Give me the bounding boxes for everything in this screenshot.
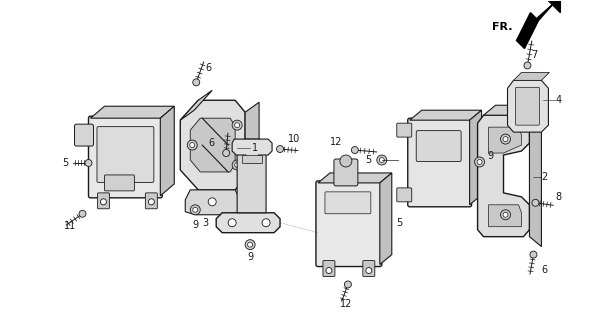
Text: 3: 3 — [202, 218, 208, 228]
Text: 5: 5 — [365, 155, 372, 165]
Text: 6: 6 — [541, 265, 548, 275]
Text: 10: 10 — [288, 134, 300, 144]
Circle shape — [232, 160, 242, 170]
Circle shape — [352, 147, 358, 154]
FancyBboxPatch shape — [74, 124, 94, 146]
Circle shape — [190, 205, 200, 215]
Polygon shape — [180, 100, 245, 190]
Text: 2: 2 — [541, 172, 548, 182]
Circle shape — [477, 159, 482, 164]
Polygon shape — [483, 105, 535, 115]
Circle shape — [532, 199, 539, 206]
Polygon shape — [232, 139, 272, 163]
Polygon shape — [470, 110, 482, 205]
Text: 5: 5 — [396, 218, 402, 228]
Polygon shape — [477, 115, 529, 237]
Circle shape — [85, 159, 92, 166]
FancyBboxPatch shape — [323, 260, 335, 276]
Circle shape — [235, 123, 240, 128]
Circle shape — [501, 210, 511, 220]
Polygon shape — [318, 173, 392, 183]
Polygon shape — [237, 139, 266, 213]
Circle shape — [208, 198, 216, 206]
Text: 11: 11 — [64, 221, 76, 231]
Circle shape — [340, 155, 352, 167]
Circle shape — [245, 240, 255, 250]
Circle shape — [326, 268, 332, 274]
Circle shape — [190, 143, 195, 148]
Circle shape — [377, 155, 387, 165]
Circle shape — [148, 199, 154, 205]
FancyBboxPatch shape — [104, 175, 134, 191]
FancyBboxPatch shape — [416, 131, 461, 162]
Text: 8: 8 — [555, 192, 561, 202]
Polygon shape — [409, 110, 482, 120]
Polygon shape — [489, 127, 522, 153]
Circle shape — [379, 157, 384, 163]
FancyBboxPatch shape — [316, 181, 382, 267]
Polygon shape — [508, 80, 548, 132]
Polygon shape — [529, 113, 541, 247]
Text: FR.: FR. — [492, 21, 513, 32]
Circle shape — [232, 120, 242, 130]
Circle shape — [262, 219, 270, 227]
Polygon shape — [185, 190, 240, 215]
Circle shape — [530, 251, 537, 258]
Circle shape — [501, 134, 511, 144]
Circle shape — [503, 137, 508, 141]
FancyBboxPatch shape — [516, 87, 539, 125]
Circle shape — [366, 268, 372, 274]
FancyBboxPatch shape — [325, 192, 371, 214]
Circle shape — [474, 157, 485, 167]
FancyBboxPatch shape — [88, 116, 162, 198]
Polygon shape — [216, 213, 280, 233]
Circle shape — [344, 281, 352, 288]
FancyBboxPatch shape — [397, 123, 412, 137]
Circle shape — [193, 79, 200, 86]
Polygon shape — [242, 155, 262, 163]
Polygon shape — [380, 173, 392, 265]
Text: 7: 7 — [532, 51, 538, 60]
Circle shape — [277, 146, 284, 153]
FancyBboxPatch shape — [98, 193, 110, 209]
Text: 12: 12 — [330, 137, 342, 147]
Circle shape — [503, 212, 508, 217]
Polygon shape — [517, 0, 560, 49]
Circle shape — [228, 219, 236, 227]
Text: 6: 6 — [205, 63, 212, 73]
FancyBboxPatch shape — [145, 193, 157, 209]
Circle shape — [187, 140, 197, 150]
FancyBboxPatch shape — [363, 260, 375, 276]
FancyBboxPatch shape — [408, 118, 471, 207]
Circle shape — [235, 163, 240, 167]
Circle shape — [524, 62, 531, 69]
Circle shape — [101, 199, 107, 205]
Circle shape — [193, 207, 198, 212]
Text: 9: 9 — [247, 252, 253, 261]
Circle shape — [79, 210, 86, 217]
Text: 6: 6 — [208, 138, 214, 148]
Text: 5: 5 — [63, 158, 69, 168]
Text: 9: 9 — [192, 220, 198, 230]
Polygon shape — [245, 102, 259, 182]
Polygon shape — [190, 118, 235, 172]
Polygon shape — [180, 90, 212, 120]
Polygon shape — [489, 205, 522, 227]
Polygon shape — [514, 72, 550, 80]
FancyBboxPatch shape — [97, 127, 154, 182]
Text: 4: 4 — [555, 95, 561, 105]
Circle shape — [223, 149, 229, 156]
Polygon shape — [91, 106, 174, 118]
Text: 9: 9 — [488, 151, 493, 161]
Text: 12: 12 — [340, 300, 352, 309]
FancyBboxPatch shape — [397, 188, 412, 202]
Circle shape — [247, 242, 253, 247]
Text: 1: 1 — [252, 143, 258, 153]
Polygon shape — [160, 106, 174, 196]
FancyBboxPatch shape — [334, 159, 358, 186]
